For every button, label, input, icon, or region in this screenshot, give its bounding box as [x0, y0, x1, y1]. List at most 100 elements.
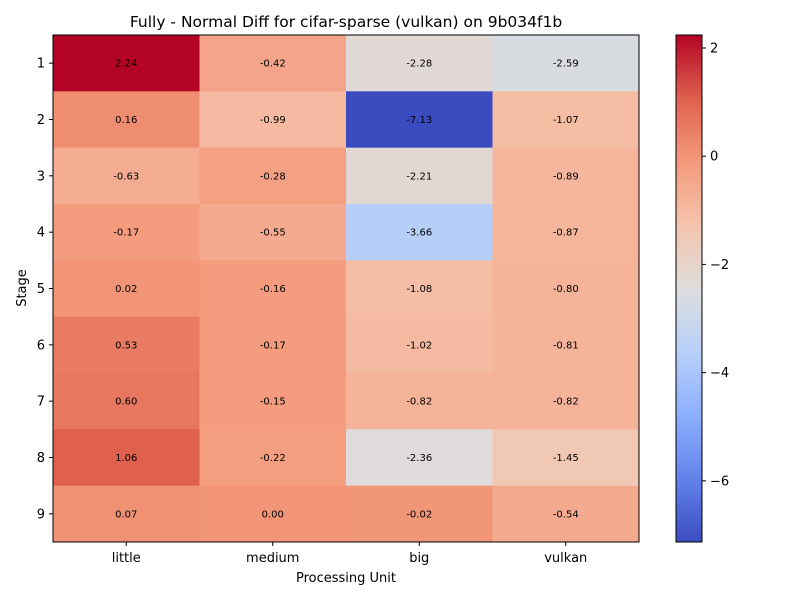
colorbar-tick-label: 0 — [710, 150, 718, 165]
heatmap-cell — [492, 429, 640, 487]
cell-value-label: -0.15 — [260, 397, 286, 408]
colorbar-tick-label: −2 — [710, 258, 729, 273]
heatmap-cell — [53, 204, 200, 261]
cell-value-label: 1.06 — [115, 453, 137, 464]
y-tick-label: 6 — [37, 338, 45, 353]
heatmap-cell — [346, 316, 493, 374]
y-axis-label: Stage — [15, 269, 30, 307]
y-tick-label: 2 — [37, 113, 45, 128]
cell-value-label: -2.59 — [553, 59, 579, 70]
heatmap-cell — [199, 260, 347, 318]
heatmap-cell — [53, 429, 200, 487]
cell-value-label: -0.42 — [260, 59, 286, 70]
cell-value-label: 0.00 — [262, 509, 284, 520]
cell-value-label: 0.02 — [115, 284, 137, 295]
cell-value-label: -0.54 — [553, 509, 579, 520]
heatmap-cell — [492, 373, 640, 430]
cell-value-label: 0.53 — [115, 340, 137, 351]
cell-value-label: -2.36 — [406, 453, 432, 464]
heatmap-cell — [346, 260, 493, 318]
y-tick-label: 8 — [37, 451, 45, 466]
heatmap-cell — [199, 147, 347, 205]
y-tick-label: 9 — [37, 507, 45, 522]
heatmap-cell — [53, 373, 200, 430]
cell-value-label: 0.60 — [115, 397, 137, 408]
heatmap-cell — [53, 485, 200, 543]
cell-value-label: -1.02 — [406, 340, 432, 351]
cell-value-label: -0.63 — [113, 171, 139, 182]
heatmap-cell — [346, 35, 493, 92]
heatmap-cell — [199, 485, 347, 543]
cell-value-label: -1.45 — [553, 453, 579, 464]
heatmap-cell — [492, 485, 640, 543]
cell-value-label: -2.28 — [406, 59, 432, 70]
x-axis-label: Processing Unit — [296, 571, 396, 586]
heatmap-cell — [53, 147, 200, 205]
cell-value-label: -0.80 — [553, 284, 579, 295]
cell-value-label: -0.17 — [260, 340, 286, 351]
y-tick-label: 1 — [37, 57, 45, 72]
heatmap-cell — [492, 35, 640, 92]
colorbar-tick-label: −4 — [710, 366, 729, 381]
x-axis: little medium big vulkan — [112, 542, 587, 566]
heatmap-cells — [53, 35, 640, 543]
heatmap-cell — [53, 91, 200, 149]
cell-value-label: -0.99 — [260, 115, 286, 126]
cell-value-label: -0.17 — [113, 228, 139, 239]
heatmap-cell — [492, 204, 640, 261]
cell-value-label: 0.07 — [115, 509, 137, 520]
cell-value-label: -3.66 — [406, 228, 432, 239]
colorbar — [675, 34, 703, 543]
x-tick-label: vulkan — [544, 551, 587, 566]
cell-value-label: -0.89 — [553, 171, 579, 182]
cell-value-label: -0.55 — [260, 228, 286, 239]
x-tick-label: little — [112, 551, 141, 566]
cell-value-label: -1.07 — [553, 115, 579, 126]
heatmap-cell — [492, 260, 640, 318]
y-tick-label: 7 — [37, 395, 45, 410]
heatmap-cell — [199, 373, 347, 430]
colorbar-tick-label: 2 — [710, 41, 718, 56]
heatmap-cell — [199, 204, 347, 261]
heatmap-cell — [492, 316, 640, 374]
cell-value-label: -0.22 — [260, 453, 286, 464]
x-tick-label: big — [409, 551, 429, 566]
heatmap-cell — [199, 429, 347, 487]
cell-value-label: -0.16 — [260, 284, 286, 295]
cell-value-label: -0.02 — [406, 509, 432, 520]
colorbar-tick-label: −6 — [710, 474, 729, 489]
y-axis: 1 2 3 4 5 6 7 8 9 — [37, 57, 53, 522]
cell-value-label: -7.13 — [406, 115, 432, 126]
cell-value-label: -0.87 — [553, 228, 579, 239]
heatmap-cell — [346, 91, 493, 149]
y-tick-label: 3 — [37, 169, 45, 184]
heatmap-cell — [199, 316, 347, 374]
heatmap-cell — [53, 35, 200, 92]
heatmap-cell — [53, 260, 200, 318]
heatmap-cell — [346, 373, 493, 430]
heatmap-cell — [346, 147, 493, 205]
cell-value-label: -0.28 — [260, 171, 286, 182]
heatmap-cell — [346, 204, 493, 261]
y-tick-label: 4 — [37, 226, 45, 241]
cell-value-label: -1.08 — [406, 284, 432, 295]
heatmap-cell — [492, 147, 640, 205]
heatmap-cell — [53, 316, 200, 374]
cell-value-label: 0.16 — [115, 115, 137, 126]
y-tick-label: 5 — [37, 282, 45, 297]
heatmap-cell — [199, 35, 347, 92]
cell-value-labels: 2.24 -0.42 -2.28 -2.59 0.16 -0.99 -7.13 -1.07 -0… — [113, 59, 578, 521]
heatmap-cell — [346, 485, 493, 543]
cell-value-label: -2.21 — [406, 171, 432, 182]
cell-value-label: 2.24 — [115, 59, 137, 70]
chart-title: Fully - Normal Diff for cifar-sparse (vu… — [130, 13, 562, 31]
heatmap-cell — [492, 91, 640, 149]
heatmap-cell — [346, 429, 493, 487]
cell-value-label: -0.82 — [553, 397, 579, 408]
cell-value-label: -0.82 — [406, 397, 432, 408]
colorbar-ticks: 2 0 −2 −4 −6 — [702, 41, 729, 489]
x-tick-label: medium — [246, 551, 299, 566]
cell-value-label: -0.81 — [553, 340, 579, 351]
heatmap-cell — [199, 91, 347, 149]
